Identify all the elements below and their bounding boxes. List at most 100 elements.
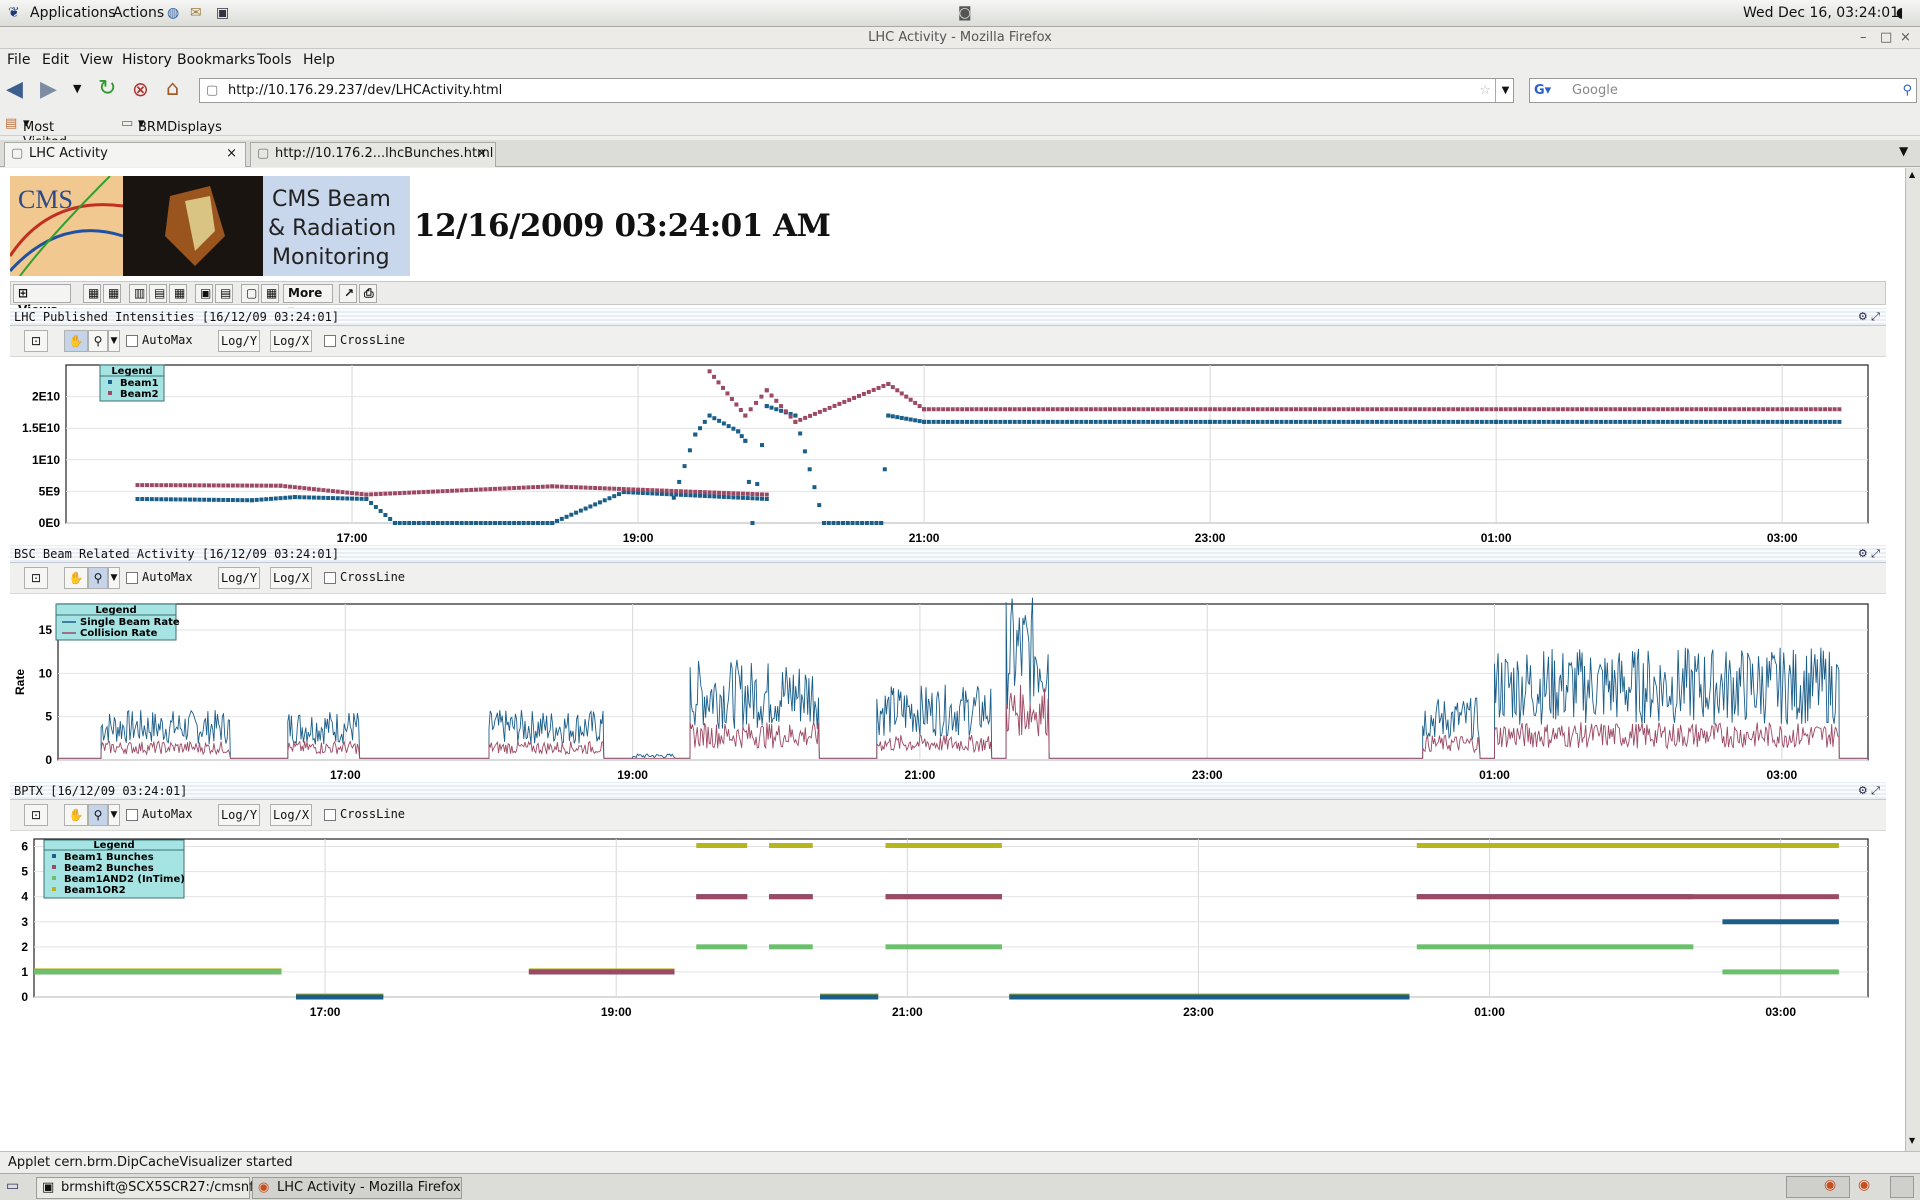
logx-button[interactable]: Log/X [270, 804, 312, 826]
menu-view[interactable]: View [80, 52, 114, 68]
tile-icon[interactable]: ▣ [195, 284, 213, 303]
crossline-checkbox[interactable] [324, 572, 336, 584]
tab-lhc-activity[interactable]: ▢ LHC Activity × [4, 142, 246, 167]
panel-config-icon[interactable]: ⚙ ⤢ [1857, 784, 1880, 797]
zoom-dropdown-icon[interactable]: ▼ [108, 804, 120, 826]
chart-svg[interactable]: 17:00 19:00 21:00 23:00 01:00 03:00 0 5 10 15 Rate… [10, 594, 1886, 780]
logy-button[interactable]: Log/Y [218, 330, 260, 352]
fit-icon[interactable]: ⊡ [24, 567, 48, 589]
trash-icon[interactable] [1890, 1176, 1914, 1198]
maximize-icon[interactable]: □ [1880, 30, 1893, 45]
search-icon[interactable]: ⚲ [1902, 83, 1912, 98]
globe-icon[interactable]: ◍ [167, 5, 180, 21]
menu-history[interactable]: History [122, 52, 172, 68]
blank-icon[interactable]: ▢ [241, 284, 259, 303]
stop-icon[interactable]: ⊗ [132, 77, 149, 101]
data-point [502, 486, 507, 491]
bookmark-most-visited[interactable]: Most Visited ▾ [23, 116, 67, 150]
automax-checkbox[interactable] [126, 809, 138, 821]
pan-hand-icon[interactable]: ✋ [64, 330, 88, 352]
panel-config-icon[interactable]: ⚙ ⤢ [1857, 310, 1880, 323]
logy-button[interactable]: Log/Y [218, 567, 260, 589]
pan-hand-icon[interactable]: ✋ [64, 804, 88, 826]
pan-hand-icon[interactable]: ✋ [64, 567, 88, 589]
close-icon[interactable]: × [1900, 30, 1911, 45]
data-point [965, 419, 969, 424]
terminal-icon[interactable]: ▣ [216, 5, 230, 21]
history-dropdown-icon[interactable]: ▼ [73, 82, 82, 95]
columns-icon[interactable]: ▥ [129, 284, 147, 303]
zoom-dropdown-icon[interactable]: ▼ [108, 330, 120, 352]
automax-checkbox[interactable] [126, 335, 138, 347]
data-point [1017, 407, 1022, 412]
scroll-down-icon[interactable]: ▼ [1909, 1136, 1916, 1145]
forward-icon[interactable]: ▶ [40, 77, 57, 102]
fit-icon[interactable]: ⊡ [24, 330, 48, 352]
task-terminal[interactable]: ▣ brmshift@SCX5SCR27:/cmsnf [36, 1177, 254, 1199]
workspace-switcher[interactable] [1786, 1176, 1850, 1198]
crossline-checkbox[interactable] [324, 809, 336, 821]
camera-icon[interactable]: ◙ [958, 5, 972, 21]
layout-icon[interactable]: ▦ [83, 284, 101, 303]
search-input[interactable]: G▾ Google ⚲ [1529, 78, 1917, 103]
volume-icon[interactable]: ◖ [1896, 5, 1904, 21]
menu-bookmarks[interactable]: Bookmarks [177, 52, 256, 68]
data-point [1217, 419, 1222, 424]
table-icon[interactable]: ▦ [261, 284, 279, 303]
automax-checkbox[interactable] [126, 572, 138, 584]
menu-edit[interactable]: Edit [42, 52, 70, 68]
applications-menu[interactable]: Applications [30, 5, 116, 21]
zoom-icon[interactable]: ⚲ [88, 330, 108, 352]
star-icon[interactable]: ☆ [1479, 83, 1491, 98]
mail-icon[interactable]: ✉ [190, 5, 202, 21]
data-point [497, 486, 502, 491]
task-firefox[interactable]: ◉ LHC Activity - Mozilla Firefox [252, 1177, 462, 1199]
fit-icon[interactable]: ⊡ [24, 804, 48, 826]
chart-svg[interactable]: 17:00 19:00 21:00 23:00 01:00 03:00 0E0 5E9 1E10… [10, 357, 1886, 543]
zoom-icon[interactable]: ⚲ [88, 567, 108, 589]
url-dropdown-icon[interactable]: ▼ [1495, 79, 1515, 102]
home-icon[interactable]: ⌂ [166, 76, 180, 100]
tab-close-icon[interactable]: × [476, 146, 487, 161]
minimize-icon[interactable]: – [1860, 30, 1867, 45]
menu-tools[interactable]: Tools [257, 52, 292, 68]
layout-icon[interactable]: ▦ [103, 284, 121, 303]
actions-menu[interactable]: Actions [113, 5, 165, 21]
tab-close-icon[interactable]: × [226, 146, 237, 161]
more-button[interactable]: More ▾ [283, 284, 333, 317]
reload-icon[interactable]: ↻ [98, 76, 117, 101]
zoom-icon[interactable]: ⚲ [88, 804, 108, 826]
url-bar[interactable]: ▢ http://10.176.29.237/dev/LHCActivity.h… [199, 78, 1514, 103]
print-icon[interactable]: ⎙ [359, 284, 377, 303]
chart-svg[interactable]: 17:00 19:00 21:00 23:00 01:00 03:00 0 1 2 3 4 5 6 Leg… [10, 831, 1886, 1122]
menu-help[interactable]: Help [303, 52, 335, 68]
tab-lhc-bunches[interactable]: ▢ http://10.176.2...lhcBunches.html × [250, 142, 496, 167]
list-icon[interactable]: ▤ [215, 284, 233, 303]
data-point [876, 385, 881, 390]
logy-button[interactable]: Log/Y [218, 804, 260, 826]
search-engine-icon[interactable]: G▾ [1534, 83, 1552, 98]
gnome-foot-icon[interactable]: ❦ [8, 5, 20, 21]
scroll-up-icon[interactable]: ▲ [1909, 170, 1916, 179]
bookmark-brmdisplays[interactable]: BRMDisplays ▾ [138, 116, 222, 135]
menu-file[interactable]: File [7, 52, 31, 68]
zoom-dropdown-icon[interactable]: ▼ [108, 567, 120, 589]
export-icon[interactable]: ↗ [339, 284, 357, 303]
vertical-scrollbar[interactable]: ▲ ▼ [1905, 168, 1920, 1151]
firefox-tray-icon[interactable]: ◉ [1858, 1177, 1871, 1193]
y-tick-label: 0 [45, 753, 52, 767]
grid-icon[interactable]: ▦ [169, 284, 187, 303]
rows-icon[interactable]: ▤ [149, 284, 167, 303]
data-point [1117, 407, 1122, 412]
logx-button[interactable]: Log/X [270, 567, 312, 589]
tab-list-icon[interactable]: ▼ [1899, 144, 1909, 158]
data-point [1470, 419, 1475, 424]
show-desktop-icon[interactable]: ▭ [6, 1178, 20, 1194]
crossline-checkbox[interactable] [324, 335, 336, 347]
views-button[interactable]: ⊞ Views [13, 284, 71, 317]
panel-config-icon[interactable]: ⚙ ⤢ [1857, 547, 1880, 560]
clock[interactable]: Wed Dec 16, 03:24:01 [1743, 5, 1900, 21]
firefox-tray-icon[interactable]: ◉ [1824, 1177, 1837, 1193]
logx-button[interactable]: Log/X [270, 330, 312, 352]
back-icon[interactable]: ◀ [6, 77, 23, 102]
